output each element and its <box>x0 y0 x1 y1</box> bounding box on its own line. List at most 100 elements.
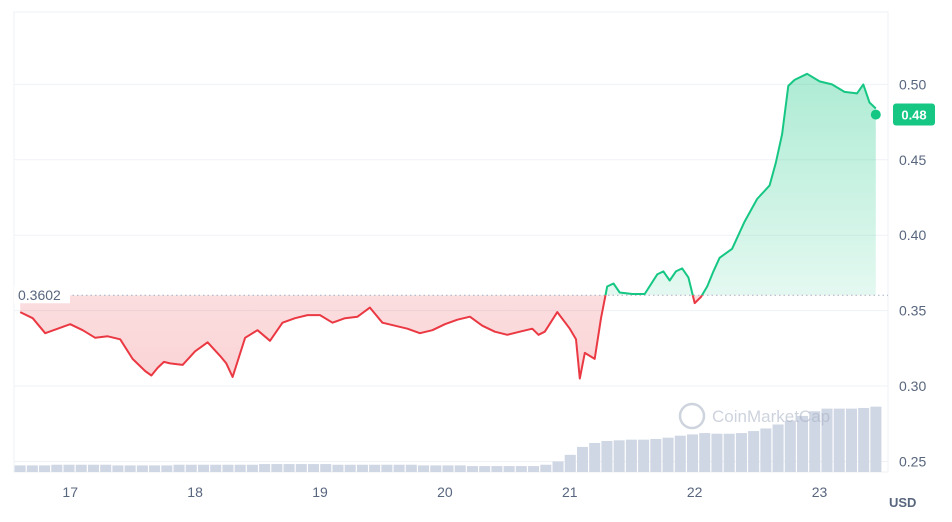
volume-bar <box>833 408 845 472</box>
y-tick-label: 0.40 <box>899 227 926 243</box>
price-area <box>20 73 876 379</box>
volume-bar <box>161 465 173 472</box>
volume-bar <box>601 440 613 472</box>
volume-bar <box>589 442 601 472</box>
volume-bar <box>723 433 735 472</box>
currency-unit-label: USD <box>889 495 916 510</box>
current-price-label: 0.48 <box>901 108 926 123</box>
volume-bar <box>39 465 51 472</box>
y-tick-label: 0.25 <box>899 453 926 469</box>
volume-bar <box>246 464 258 472</box>
volume-bar <box>320 464 332 472</box>
volume-bar <box>552 461 564 472</box>
volume-bar <box>638 439 650 472</box>
watermark: CoinMarketCap <box>678 402 830 430</box>
x-axis: 17 18 19 20 21 22 23 <box>62 484 827 500</box>
volume-bar <box>491 466 503 472</box>
y-tick-label: 0.50 <box>899 76 926 92</box>
volume-bar <box>430 465 442 472</box>
price-line <box>19 72 877 380</box>
volume-bar <box>650 439 662 472</box>
x-tick-label: 21 <box>562 484 578 500</box>
volume-bar <box>222 464 234 472</box>
volume-bar <box>735 433 747 472</box>
volume-bar <box>259 464 271 472</box>
volume-bar <box>479 466 491 472</box>
volume-bar <box>858 407 870 472</box>
y-tick-label: 0.35 <box>899 303 926 319</box>
volume-bar <box>14 465 26 472</box>
volume-bar <box>332 464 344 472</box>
volume-bar <box>870 406 882 472</box>
volume-bar <box>63 464 75 472</box>
volume-bar <box>124 465 136 472</box>
volume-bar <box>344 464 356 472</box>
volume-bar <box>356 464 368 472</box>
volume-bar <box>515 466 527 472</box>
volume-bar <box>173 464 185 472</box>
volume-bar <box>845 408 857 472</box>
volume-bar <box>185 464 197 472</box>
volume-bar <box>772 424 784 472</box>
volume-bar <box>271 464 283 472</box>
volume-bar <box>760 428 772 472</box>
volume-bar <box>87 464 99 472</box>
volume-bar <box>112 465 124 472</box>
watermark-text: CoinMarketCap <box>712 407 830 426</box>
x-tick-label: 20 <box>437 484 453 500</box>
coinmarketcap-logo-icon <box>678 402 706 430</box>
x-tick-label: 19 <box>312 484 328 500</box>
x-tick-label: 22 <box>687 484 703 500</box>
baseline-label: 0.3602 <box>18 287 61 303</box>
volume-bar <box>454 465 466 472</box>
volume-bar <box>674 435 686 472</box>
current-price-badge <box>893 103 935 126</box>
volume-bar <box>210 464 222 472</box>
volume-bar <box>625 439 637 472</box>
price-line-up <box>604 72 877 296</box>
volume-bar <box>405 464 417 472</box>
x-tick-label: 23 <box>812 484 828 500</box>
volume-bar <box>442 465 454 472</box>
volume-bar <box>613 440 625 472</box>
x-tick-label: 17 <box>62 484 78 500</box>
area-above-baseline <box>20 73 876 296</box>
volume-bar <box>149 465 161 472</box>
volume-bar <box>662 437 674 472</box>
volume-bar <box>809 411 821 472</box>
volume-bars <box>14 406 882 472</box>
volume-bar <box>699 433 711 472</box>
volume-bar <box>136 465 148 472</box>
volume-bar <box>308 464 320 472</box>
price-line-down <box>19 295 704 380</box>
volume-bar <box>283 464 295 472</box>
volume-bar <box>234 464 246 472</box>
volume-bar <box>748 431 760 472</box>
volume-bar <box>75 464 87 472</box>
volume-bar <box>381 464 393 472</box>
volume-bar <box>503 466 515 472</box>
volume-bar <box>711 433 723 472</box>
volume-bar <box>197 464 210 472</box>
volume-bar <box>540 464 552 472</box>
volume-bar <box>100 464 112 472</box>
volume-bar <box>576 446 588 472</box>
baseline-label-background <box>14 285 70 304</box>
volume-bar <box>466 466 478 472</box>
volume-bar <box>26 465 38 472</box>
area-below-baseline <box>20 295 702 379</box>
y-tick-label: 0.30 <box>899 378 926 394</box>
volume-bar <box>686 434 699 472</box>
volume-bar <box>797 415 809 472</box>
volume-bar <box>51 464 63 472</box>
y-tick-label: 0.45 <box>899 152 926 168</box>
volume-bar <box>821 408 833 472</box>
volume-bar <box>369 464 381 472</box>
volume-bar <box>564 454 576 472</box>
volume-bar <box>418 465 430 472</box>
volume-bar <box>393 464 405 472</box>
y-axis: 0.25 0.30 0.35 0.40 0.45 0.50 <box>899 76 926 469</box>
current-price-dot <box>870 109 881 120</box>
volume-bar <box>295 464 307 472</box>
